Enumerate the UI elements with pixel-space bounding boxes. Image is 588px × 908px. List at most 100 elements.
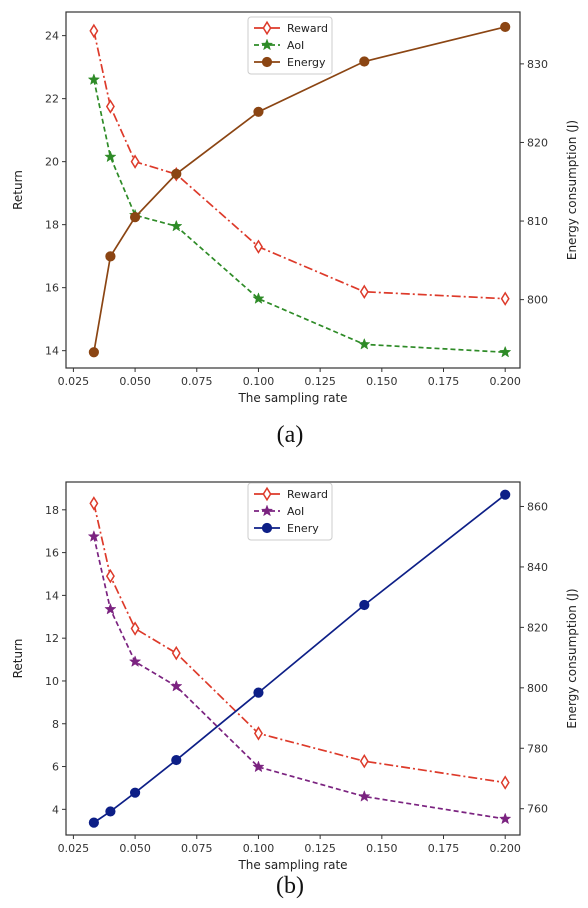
panel-caption: (b): [276, 873, 304, 899]
y-tick-label: 14: [45, 345, 59, 358]
legend: Reward AoI Enery: [247, 482, 333, 541]
x-tick-label: 0.025: [58, 375, 90, 388]
y-tick-label: 22: [45, 93, 59, 106]
legend-marker-aoi: [260, 504, 274, 517]
data-point-enery: [253, 687, 264, 698]
data-point-aoi: [499, 812, 512, 825]
y-tick-label: 10: [45, 675, 59, 688]
data-point-energy: [253, 106, 264, 117]
data-point-reward: [171, 645, 181, 661]
data-point-aoi: [104, 602, 117, 615]
y-tick-label: 4: [52, 803, 59, 816]
y2-tick-label: 830: [527, 58, 548, 71]
y-tick-label: 24: [45, 30, 59, 43]
data-point-reward: [359, 753, 369, 769]
x-tick-label: 0.100: [243, 375, 275, 388]
data-point-aoi: [170, 679, 183, 692]
y2-axis-label: Energy consumption (J): [565, 120, 579, 260]
x-tick-label: 0.150: [366, 375, 398, 388]
legend-label-aoi: AoI: [287, 39, 304, 52]
plot-frame: [65, 11, 521, 369]
data-point-reward: [253, 726, 263, 741]
y-tick-label: 6: [52, 761, 59, 774]
legend-label-enery: Enery: [287, 522, 319, 535]
y-tick-label: 16: [45, 547, 59, 560]
y2-tick-label: 800: [527, 682, 548, 695]
x-tick-label: 0.050: [119, 375, 151, 388]
data-point-energy: [171, 168, 182, 179]
x-tick-label: 0.075: [181, 375, 213, 388]
y2-axis-label: Energy consumption (J): [565, 588, 579, 728]
y-axis-label: Return: [11, 170, 25, 210]
x-tick-label: 0.050: [119, 842, 151, 855]
y-tick-label: 12: [45, 632, 59, 645]
x-tick-label: 0.150: [366, 842, 398, 855]
x-tick-label: 0.025: [58, 842, 90, 855]
x-tick-label: 0.200: [489, 842, 521, 855]
y-axis-label: Return: [11, 639, 25, 679]
y-tick-label: 8: [52, 718, 59, 731]
data-point-reward: [130, 154, 140, 169]
data-point-aoi: [358, 337, 371, 350]
legend-marker-reward: [262, 486, 272, 502]
y-tick-label: 14: [45, 589, 59, 602]
y-tick-label: 16: [45, 282, 59, 295]
panel-caption: (a): [277, 422, 304, 448]
legend-marker-energy: [261, 56, 273, 68]
x-tick-label: 0.125: [304, 842, 336, 855]
series-line-aoi: [93, 79, 506, 354]
data-point-reward: [500, 291, 510, 306]
data-point-aoi: [170, 219, 183, 232]
series-line-reward: [93, 503, 506, 784]
data-point-energy: [88, 347, 99, 358]
data-point-reward: [89, 496, 99, 511]
legend-marker-reward: [262, 20, 272, 36]
legend-marker-aoi: [260, 38, 274, 51]
chart-panel-a: 0.025 0.050 0.075 0.100 0.125 0.150 0.175 0.200…: [11, 11, 579, 448]
data-point-aoi: [252, 292, 265, 304]
data-point-reward: [89, 23, 99, 39]
data-point-aoi: [87, 73, 101, 86]
legend-label-energy: Energy: [287, 56, 326, 69]
data-point-aoi: [499, 345, 512, 358]
data-point-aoi: [128, 655, 142, 667]
data-point-enery: [88, 817, 99, 828]
y-tick-label: 18: [45, 219, 59, 232]
x-tick-label: 0.125: [304, 375, 336, 388]
x-tick-label: 0.075: [181, 842, 213, 855]
legend: Reward AoI Energy: [247, 16, 333, 75]
y2-tick-label: 800: [527, 294, 548, 307]
x-axis-label: The sampling rate: [237, 391, 347, 405]
y2-tick-label: 810: [527, 215, 548, 228]
data-point-energy: [105, 251, 116, 262]
data-point-reward: [105, 99, 115, 114]
series-line-energy: [93, 26, 506, 353]
y2-tick-label: 820: [527, 621, 548, 634]
data-point-enery: [500, 489, 511, 500]
data-point-reward: [359, 284, 369, 299]
y-tick-label: 18: [45, 504, 59, 517]
data-point-enery: [359, 599, 370, 611]
data-point-reward: [105, 568, 115, 584]
y2-tick-label: 760: [527, 803, 548, 816]
x-tick-label: 0.175: [428, 375, 460, 388]
data-point-energy: [500, 21, 511, 33]
data-point-reward: [253, 239, 263, 254]
y2-tick-label: 820: [527, 136, 548, 149]
y2-tick-label: 860: [527, 500, 548, 513]
legend-marker-enery: [261, 522, 273, 534]
data-point-enery: [105, 806, 116, 817]
x-axis-label: The sampling rate: [237, 858, 347, 872]
x-tick-label: 0.100: [243, 842, 275, 855]
legend-label-reward: Reward: [287, 22, 328, 35]
y-tick-label: 20: [45, 156, 59, 169]
data-point-enery: [171, 754, 182, 766]
data-point-reward: [130, 621, 140, 636]
x-tick-label: 0.200: [489, 375, 521, 388]
x-tick-label: 0.175: [428, 842, 460, 855]
legend-label-reward: Reward: [287, 488, 328, 501]
chart-panel-b: 0.025 0.050 0.075 0.100 0.125 0.150 0.175 0.200…: [11, 481, 579, 899]
y2-tick-label: 780: [527, 742, 548, 755]
data-point-energy: [359, 56, 370, 67]
